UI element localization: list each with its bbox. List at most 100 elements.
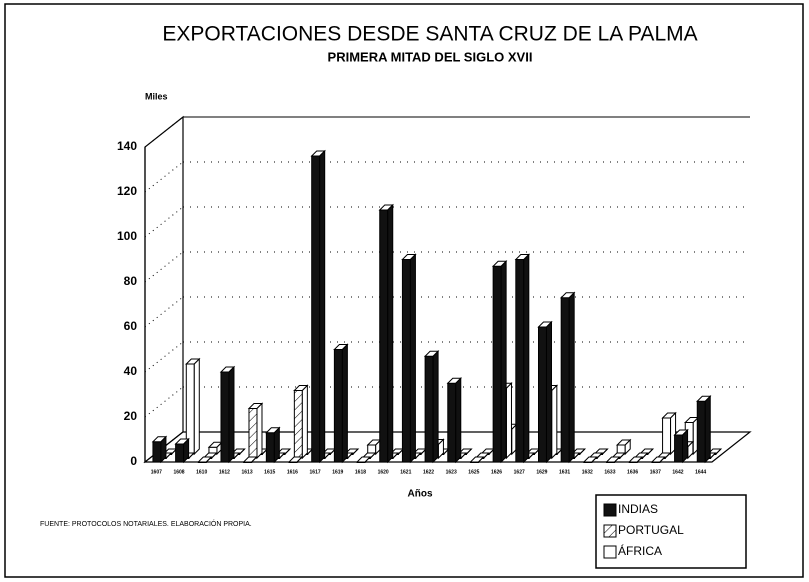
y-tick-label: 100 bbox=[117, 229, 137, 243]
bar-side bbox=[505, 382, 512, 460]
bar-side bbox=[455, 377, 462, 464]
bar-front bbox=[379, 209, 389, 463]
bar-front bbox=[662, 417, 672, 455]
bar bbox=[605, 456, 621, 463]
grid-line bbox=[144, 161, 184, 193]
bar-side bbox=[364, 456, 371, 463]
legend-label: INDIAS bbox=[618, 502, 658, 516]
bar-front bbox=[220, 371, 230, 463]
bar-side bbox=[352, 448, 359, 455]
grid-line bbox=[144, 296, 184, 328]
bar-front bbox=[265, 432, 275, 463]
bar bbox=[174, 437, 190, 464]
bar-side bbox=[228, 365, 235, 464]
bar-side bbox=[466, 448, 472, 455]
bar-side bbox=[591, 456, 598, 463]
bar bbox=[537, 320, 553, 464]
bar bbox=[615, 438, 632, 456]
x-tick-label: 1631 bbox=[559, 469, 570, 475]
bar-side bbox=[619, 452, 626, 459]
bar-side bbox=[319, 149, 326, 464]
x-tick-label: 1622 bbox=[423, 469, 434, 475]
bar bbox=[650, 456, 667, 463]
bar-side bbox=[233, 452, 240, 459]
bar-front bbox=[248, 408, 258, 459]
bar-front bbox=[152, 441, 162, 463]
bar-front bbox=[311, 155, 321, 463]
bar-side bbox=[279, 452, 286, 459]
bar-side bbox=[324, 452, 331, 459]
bar-front bbox=[424, 355, 434, 463]
bar-front bbox=[333, 349, 343, 463]
bar-front bbox=[447, 382, 457, 463]
bar-side bbox=[301, 384, 308, 460]
bar-side bbox=[715, 448, 722, 455]
bar-side bbox=[183, 437, 190, 464]
bar bbox=[185, 357, 201, 456]
bar-side bbox=[392, 452, 399, 459]
bar-side bbox=[596, 452, 603, 459]
bar bbox=[219, 365, 236, 464]
frame bbox=[4, 3, 804, 578]
legend-label: ÁFRICA bbox=[618, 543, 662, 558]
bar bbox=[582, 456, 599, 463]
x-tick-label: 1607 bbox=[151, 469, 162, 475]
y-axis-label: Miles bbox=[145, 91, 168, 101]
bar-front bbox=[293, 390, 303, 459]
x-tick-label: 1642 bbox=[672, 469, 683, 475]
bar-side bbox=[251, 456, 258, 463]
x-tick-label: 1625 bbox=[468, 469, 479, 475]
bar bbox=[247, 402, 264, 460]
bar-side bbox=[165, 452, 172, 459]
chart-title: EXPORTACIONES DESDE SANTA CRUZ DE LA PAL… bbox=[162, 23, 697, 46]
bar bbox=[333, 343, 349, 464]
bar-side bbox=[624, 438, 631, 456]
bar-side bbox=[284, 448, 291, 455]
x-tick-label: 1620 bbox=[378, 469, 389, 475]
grid-line bbox=[144, 206, 184, 238]
bar bbox=[293, 384, 309, 460]
x-tick-label: 1618 bbox=[355, 469, 366, 475]
bar-side bbox=[160, 435, 167, 464]
bar-side bbox=[273, 426, 280, 464]
bar-side bbox=[188, 452, 195, 459]
y-tick-label: 60 bbox=[124, 319, 138, 333]
grid-line bbox=[144, 251, 184, 283]
bar bbox=[310, 149, 326, 464]
back-wall bbox=[144, 115, 184, 464]
bar bbox=[423, 350, 440, 464]
bar-side bbox=[636, 456, 643, 463]
bar-side bbox=[205, 456, 212, 463]
chart-subtitle: PRIMERA MITAD DEL SIGLO XVII bbox=[328, 49, 533, 64]
bar bbox=[355, 456, 372, 463]
bar bbox=[378, 203, 394, 464]
grid-line bbox=[144, 431, 184, 463]
x-tick-label: 1632 bbox=[582, 469, 593, 475]
grid-line bbox=[144, 116, 184, 148]
bar-side bbox=[710, 452, 716, 459]
bar bbox=[469, 456, 485, 463]
x-tick-label: 1627 bbox=[514, 469, 525, 475]
bar-side bbox=[347, 452, 354, 459]
bar-side bbox=[432, 350, 439, 464]
x-tick-label: 1637 bbox=[650, 469, 661, 475]
bar bbox=[242, 456, 258, 463]
bar-side bbox=[528, 452, 535, 459]
bar-side bbox=[659, 456, 666, 463]
bar-side bbox=[478, 456, 484, 463]
legend-swatch bbox=[603, 524, 617, 538]
x-tick-label: 1636 bbox=[627, 469, 638, 475]
bar-side bbox=[642, 452, 648, 459]
bar bbox=[514, 253, 531, 464]
x-tick-label: 1629 bbox=[536, 469, 547, 475]
bar-side bbox=[483, 452, 490, 459]
bar-front bbox=[537, 326, 547, 463]
bar bbox=[446, 377, 462, 464]
bar-side bbox=[341, 343, 348, 464]
x-tick-label: 1608 bbox=[173, 469, 184, 475]
bar-side bbox=[415, 452, 422, 459]
x-axis-label: Años bbox=[408, 489, 433, 500]
y-tick-label: 0 bbox=[130, 454, 137, 468]
bar-side bbox=[551, 384, 558, 460]
bar-front bbox=[492, 265, 502, 463]
